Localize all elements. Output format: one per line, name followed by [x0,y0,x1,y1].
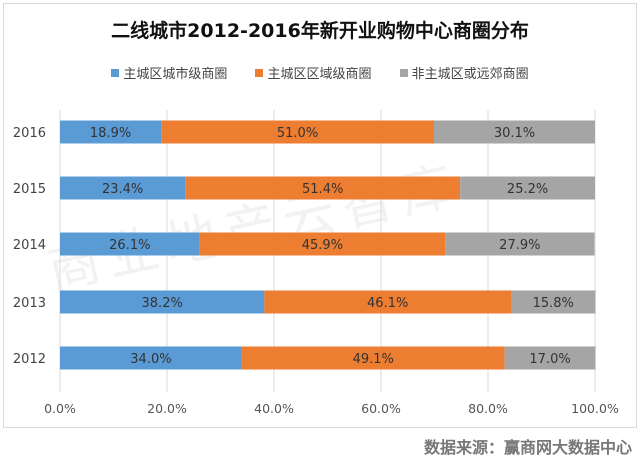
bar-segment [241,346,505,370]
bar-segment [60,120,162,144]
data-label: 38.2% [142,296,183,311]
data-label: 18.9% [90,126,131,141]
bar-segment [460,176,595,200]
y-tick-label: 2014 [13,238,46,253]
legend-item-city-level: 主城区城市级商圈 [111,63,227,82]
bar-segment [445,232,595,256]
bar-segment [264,290,512,314]
y-tick-label: 2012 [13,352,46,367]
x-tick-label: 40.0% [254,401,294,416]
data-label: 17.0% [529,352,570,367]
y-tick-label: 2015 [13,182,46,197]
y-tick-label: 2016 [13,126,46,141]
data-label: 25.2% [507,182,548,197]
data-label: 45.9% [302,238,343,253]
bar-segment [161,120,434,144]
x-tick-label: 80.0% [468,401,508,416]
legend: 主城区城市级商圈 主城区区域级商圈 非主城区或远郊商圈 [0,63,640,82]
data-label: 30.1% [494,126,535,141]
data-label: 46.1% [367,296,408,311]
legend-label: 非主城区或远郊商圈 [411,67,529,82]
bar-segment [433,120,595,144]
bar-segment [504,346,596,370]
data-label: 27.9% [499,238,540,253]
bar-segment [60,290,265,314]
legend-item-district-level: 主城区区域级商圈 [255,63,372,82]
legend-swatch [111,69,120,77]
data-label: 51.4% [302,182,343,197]
bar-segment [185,176,461,200]
chart-title: 二线城市2012-2016年新开业购物中心商圈分布 [111,20,529,42]
x-tick-label: 60.0% [361,401,401,416]
bar-segment [60,232,200,256]
legend-swatch [399,69,408,77]
x-tick-label: 100.0% [571,401,619,416]
data-label: 49.1% [353,352,394,367]
legend-item-suburban: 非主城区或远郊商圈 [399,63,529,82]
data-label: 34.0% [130,352,171,367]
y-tick-label: 2013 [13,296,46,311]
bar-segment [511,290,596,314]
data-label: 26.1% [109,238,150,253]
data-label: 23.4% [102,182,143,197]
legend-swatch [255,69,264,77]
bar-segment [60,346,242,370]
x-tick-label: 20.0% [147,401,187,416]
source-note: 数据来源：赢商网大数据中心 [423,438,632,457]
legend-label: 主城区区域级商圈 [267,67,372,82]
x-tick-label: 0.0% [44,401,76,416]
bar-segment [60,176,186,200]
data-label: 15.8% [533,296,574,311]
data-label: 51.0% [277,126,318,141]
bar-segment [199,232,446,256]
legend-label: 主城区城市级商圈 [123,67,228,82]
